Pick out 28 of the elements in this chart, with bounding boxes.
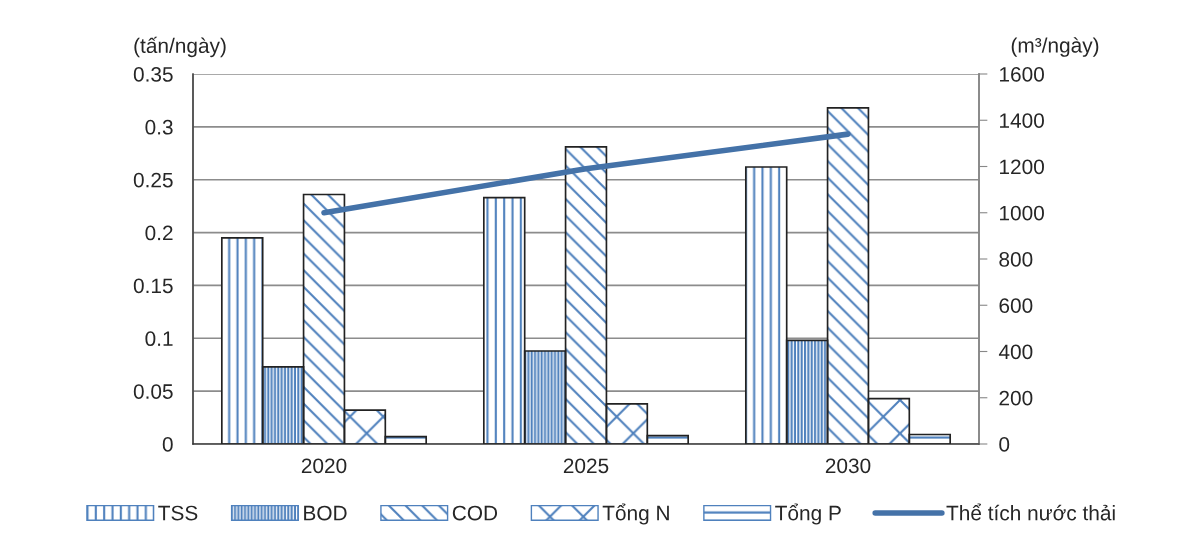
y2-axis-title: (m³/ngày): [1011, 37, 1099, 57]
y2-tick-label: 600: [999, 298, 1033, 313]
x-tick-label: 2020: [301, 458, 347, 474]
legend-label: Tổng P: [775, 503, 841, 525]
y-tick-label: 0.05: [133, 384, 173, 399]
legend-label: Thể tích nước thải: [946, 503, 1115, 521]
y2-tick-label: 0: [999, 437, 1010, 452]
y2-tick-label: 800: [999, 252, 1033, 267]
legend-label: Tổng N: [602, 503, 669, 525]
y2-tick-label: 1600: [1000, 67, 1044, 82]
legend-label: COD: [452, 505, 498, 521]
y-tick-label: 0.1: [145, 331, 173, 347]
y-tick-label: 0.35: [133, 67, 173, 82]
y-tick-label: 0.3: [145, 119, 173, 135]
y2-tick-label: 1400: [1000, 113, 1044, 128]
x-tick-label: 2030: [825, 458, 871, 474]
y2-tick-label: 1200: [1000, 159, 1044, 175]
legend-label: BOD: [304, 505, 347, 521]
y2-tick-label: 200: [999, 390, 1033, 406]
legend-label: TSS: [158, 505, 198, 521]
y-tick-label: 0.25: [133, 172, 173, 188]
y-tick-label: 0.15: [133, 278, 173, 294]
y2-tick-label: 1000: [1000, 205, 1044, 221]
y-axis-title: (tấn/ngày): [134, 36, 226, 58]
y-tick-label: 0.2: [145, 225, 173, 241]
y2-tick-label: 400: [998, 344, 1033, 360]
y-tick-label: 0: [162, 437, 173, 452]
x-tick-label: 2025: [563, 458, 609, 474]
